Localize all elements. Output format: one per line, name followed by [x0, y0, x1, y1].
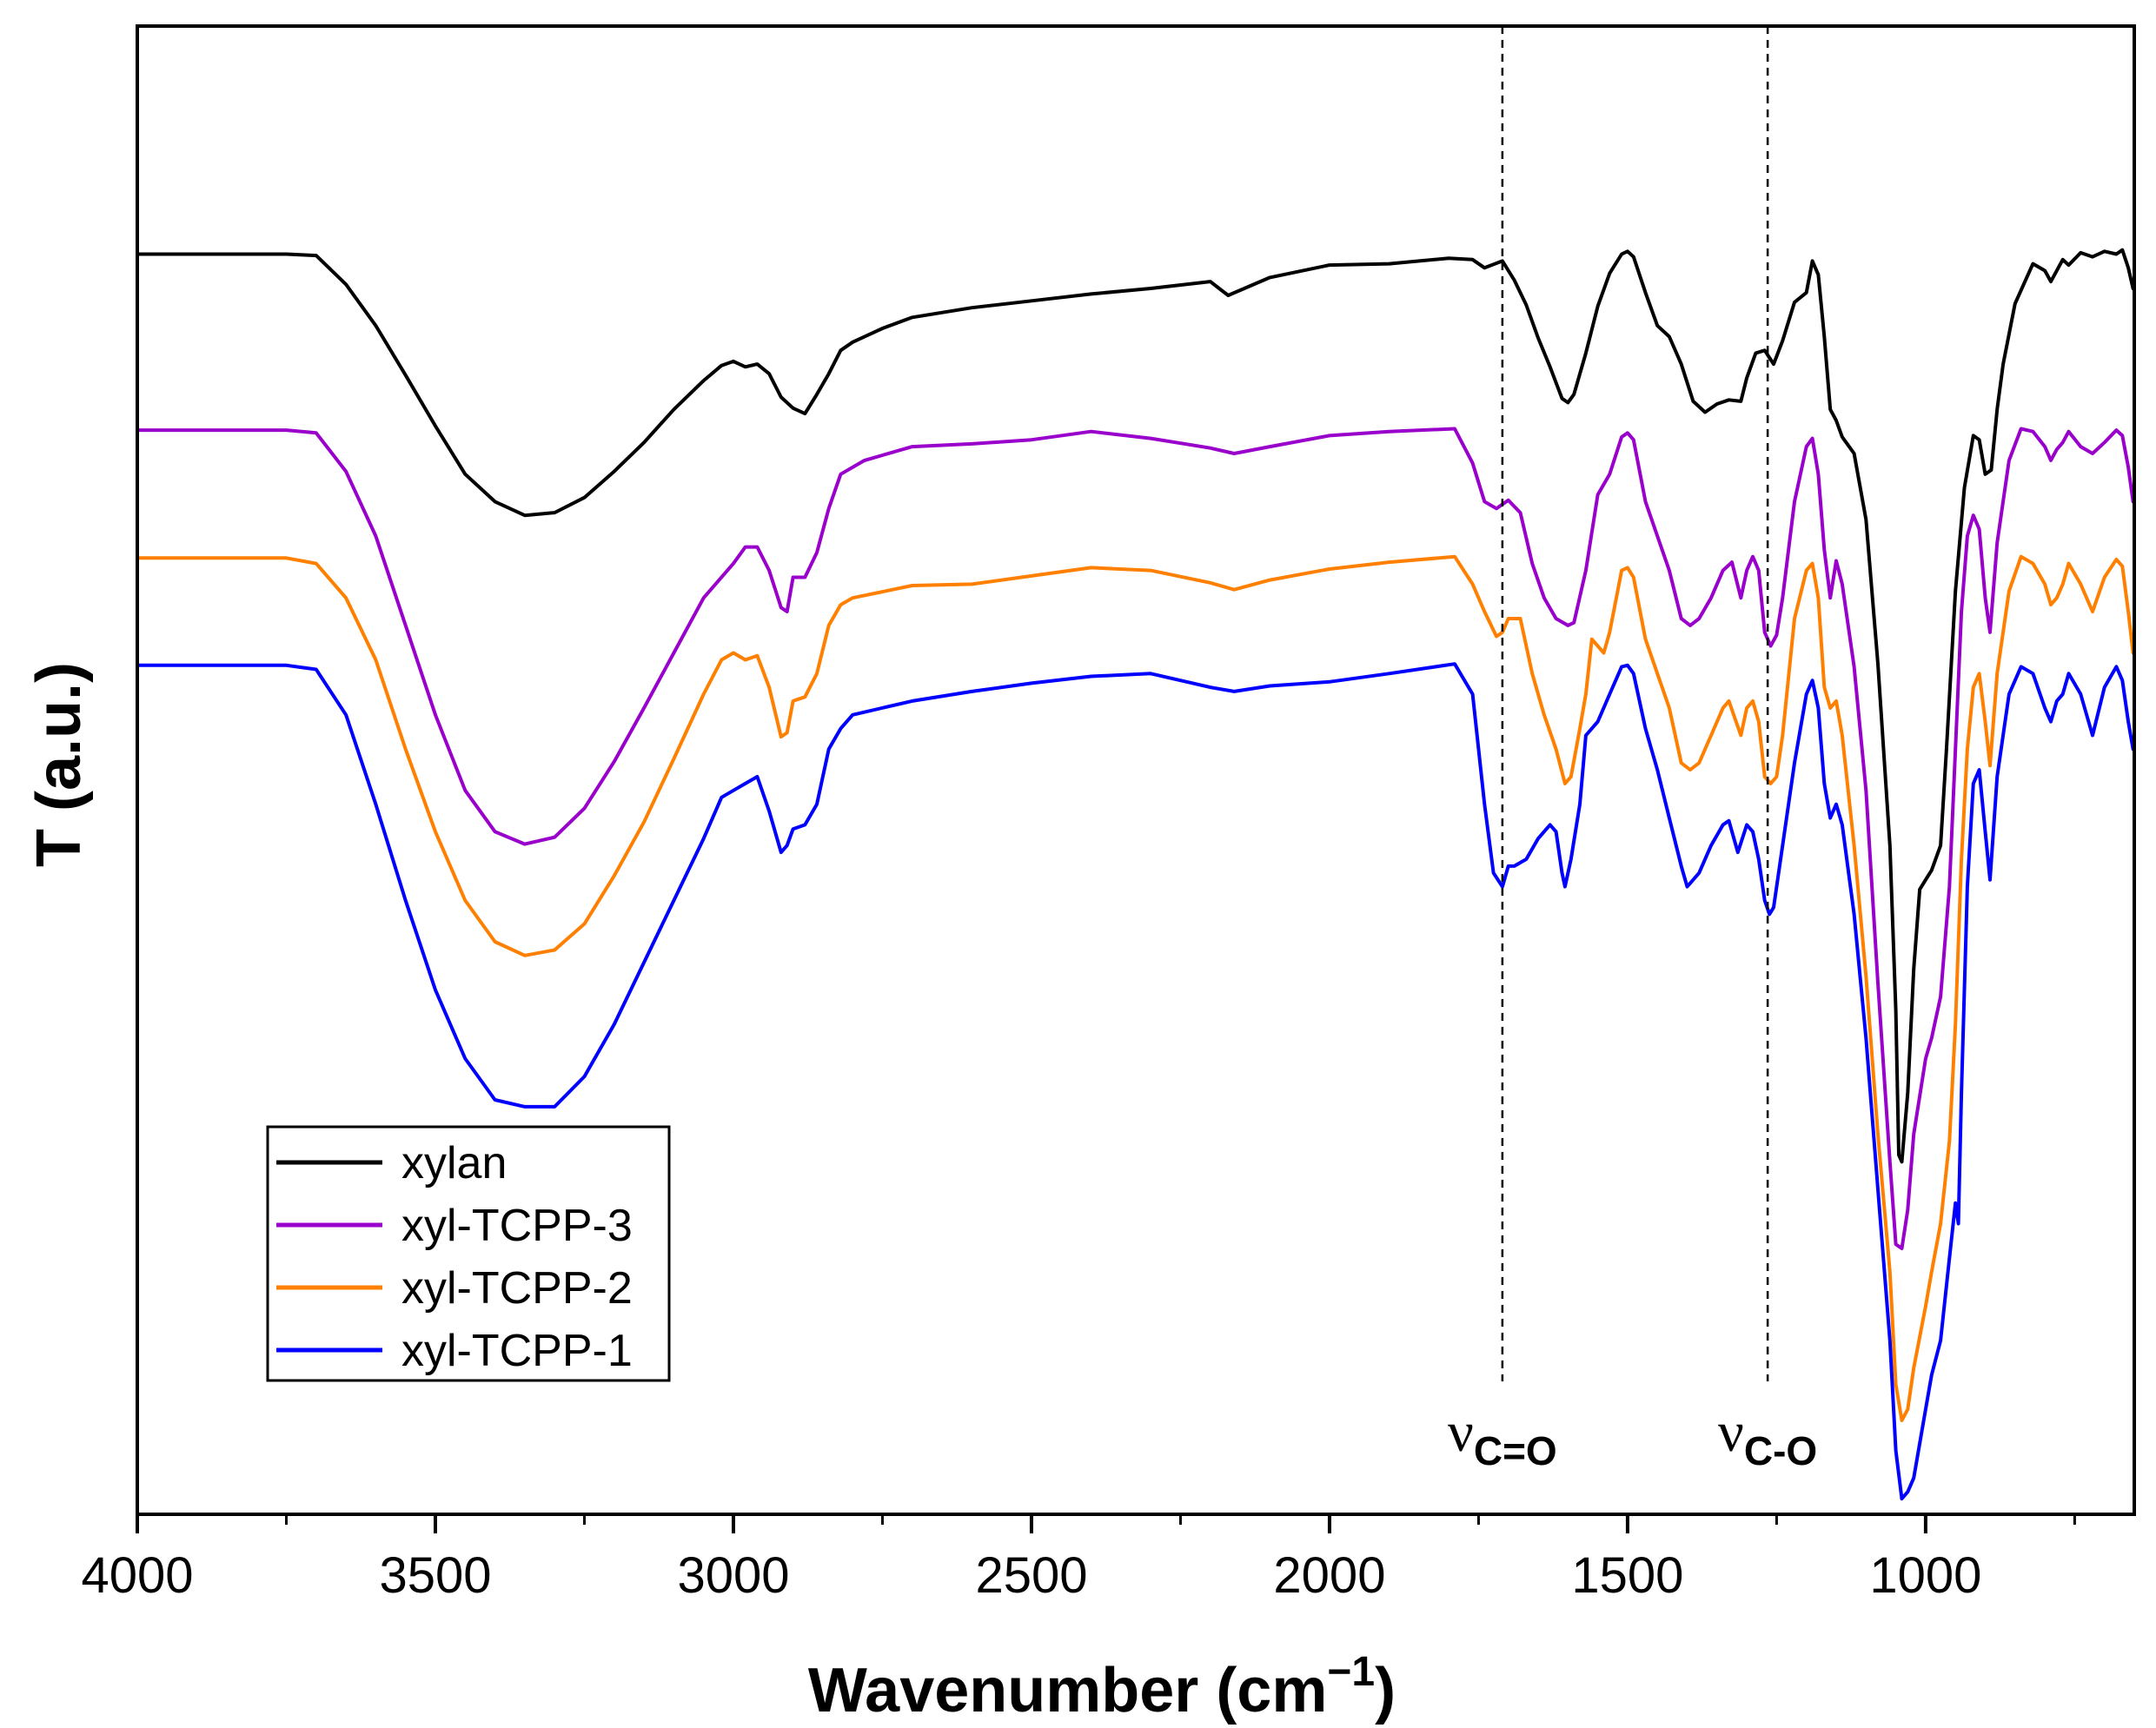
x-tick-label-1500: 1500 [1571, 1547, 1683, 1604]
series-line-xyl-tcpp-1 [137, 662, 2134, 1501]
x-tick-label-2000: 2000 [1273, 1547, 1385, 1604]
x-tick-label-1000: 1000 [1869, 1547, 1981, 1604]
x-axis: 4000 3500 3000 2500 2000 1500 1000 [81, 1514, 2076, 1604]
legend-label-xyl-tcpp-1: xyl-TCPP-1 [401, 1326, 633, 1376]
annotation-layer: νC=O νC-O [1448, 26, 1817, 1473]
annotation-label-c-o: νC-O [1718, 1400, 1817, 1473]
legend-label-xyl-tcpp-3: xyl-TCPP-3 [401, 1201, 633, 1251]
legend-label-xylan: xylan [401, 1138, 507, 1188]
series-line-xylan [137, 248, 2134, 1164]
legend: xylan xyl-TCPP-3 xyl-TCPP-2 xyl-TCPP-1 [266, 1125, 671, 1382]
series-line-xyl-tcpp-2 [137, 554, 2134, 1422]
series-line-xyl-tcpp-3 [137, 427, 2134, 1250]
x-tick-label-4000: 4000 [81, 1547, 193, 1604]
legend-box [266, 1125, 671, 1382]
y-axis-title: T (a.u.) [24, 662, 94, 867]
plot-frame [136, 24, 2136, 1516]
x-tick-label-3000: 3000 [677, 1547, 789, 1604]
series-layer [137, 248, 2134, 1501]
x-tick-label-2500: 2500 [975, 1547, 1087, 1604]
legend-label-xyl-tcpp-2: xyl-TCPP-2 [401, 1263, 633, 1314]
annotation-label-c-o: νC=O [1448, 1400, 1557, 1473]
x-tick-label-3500: 3500 [379, 1547, 491, 1604]
x-axis-title: Wavenumber (cm−1) [808, 1649, 1396, 1725]
